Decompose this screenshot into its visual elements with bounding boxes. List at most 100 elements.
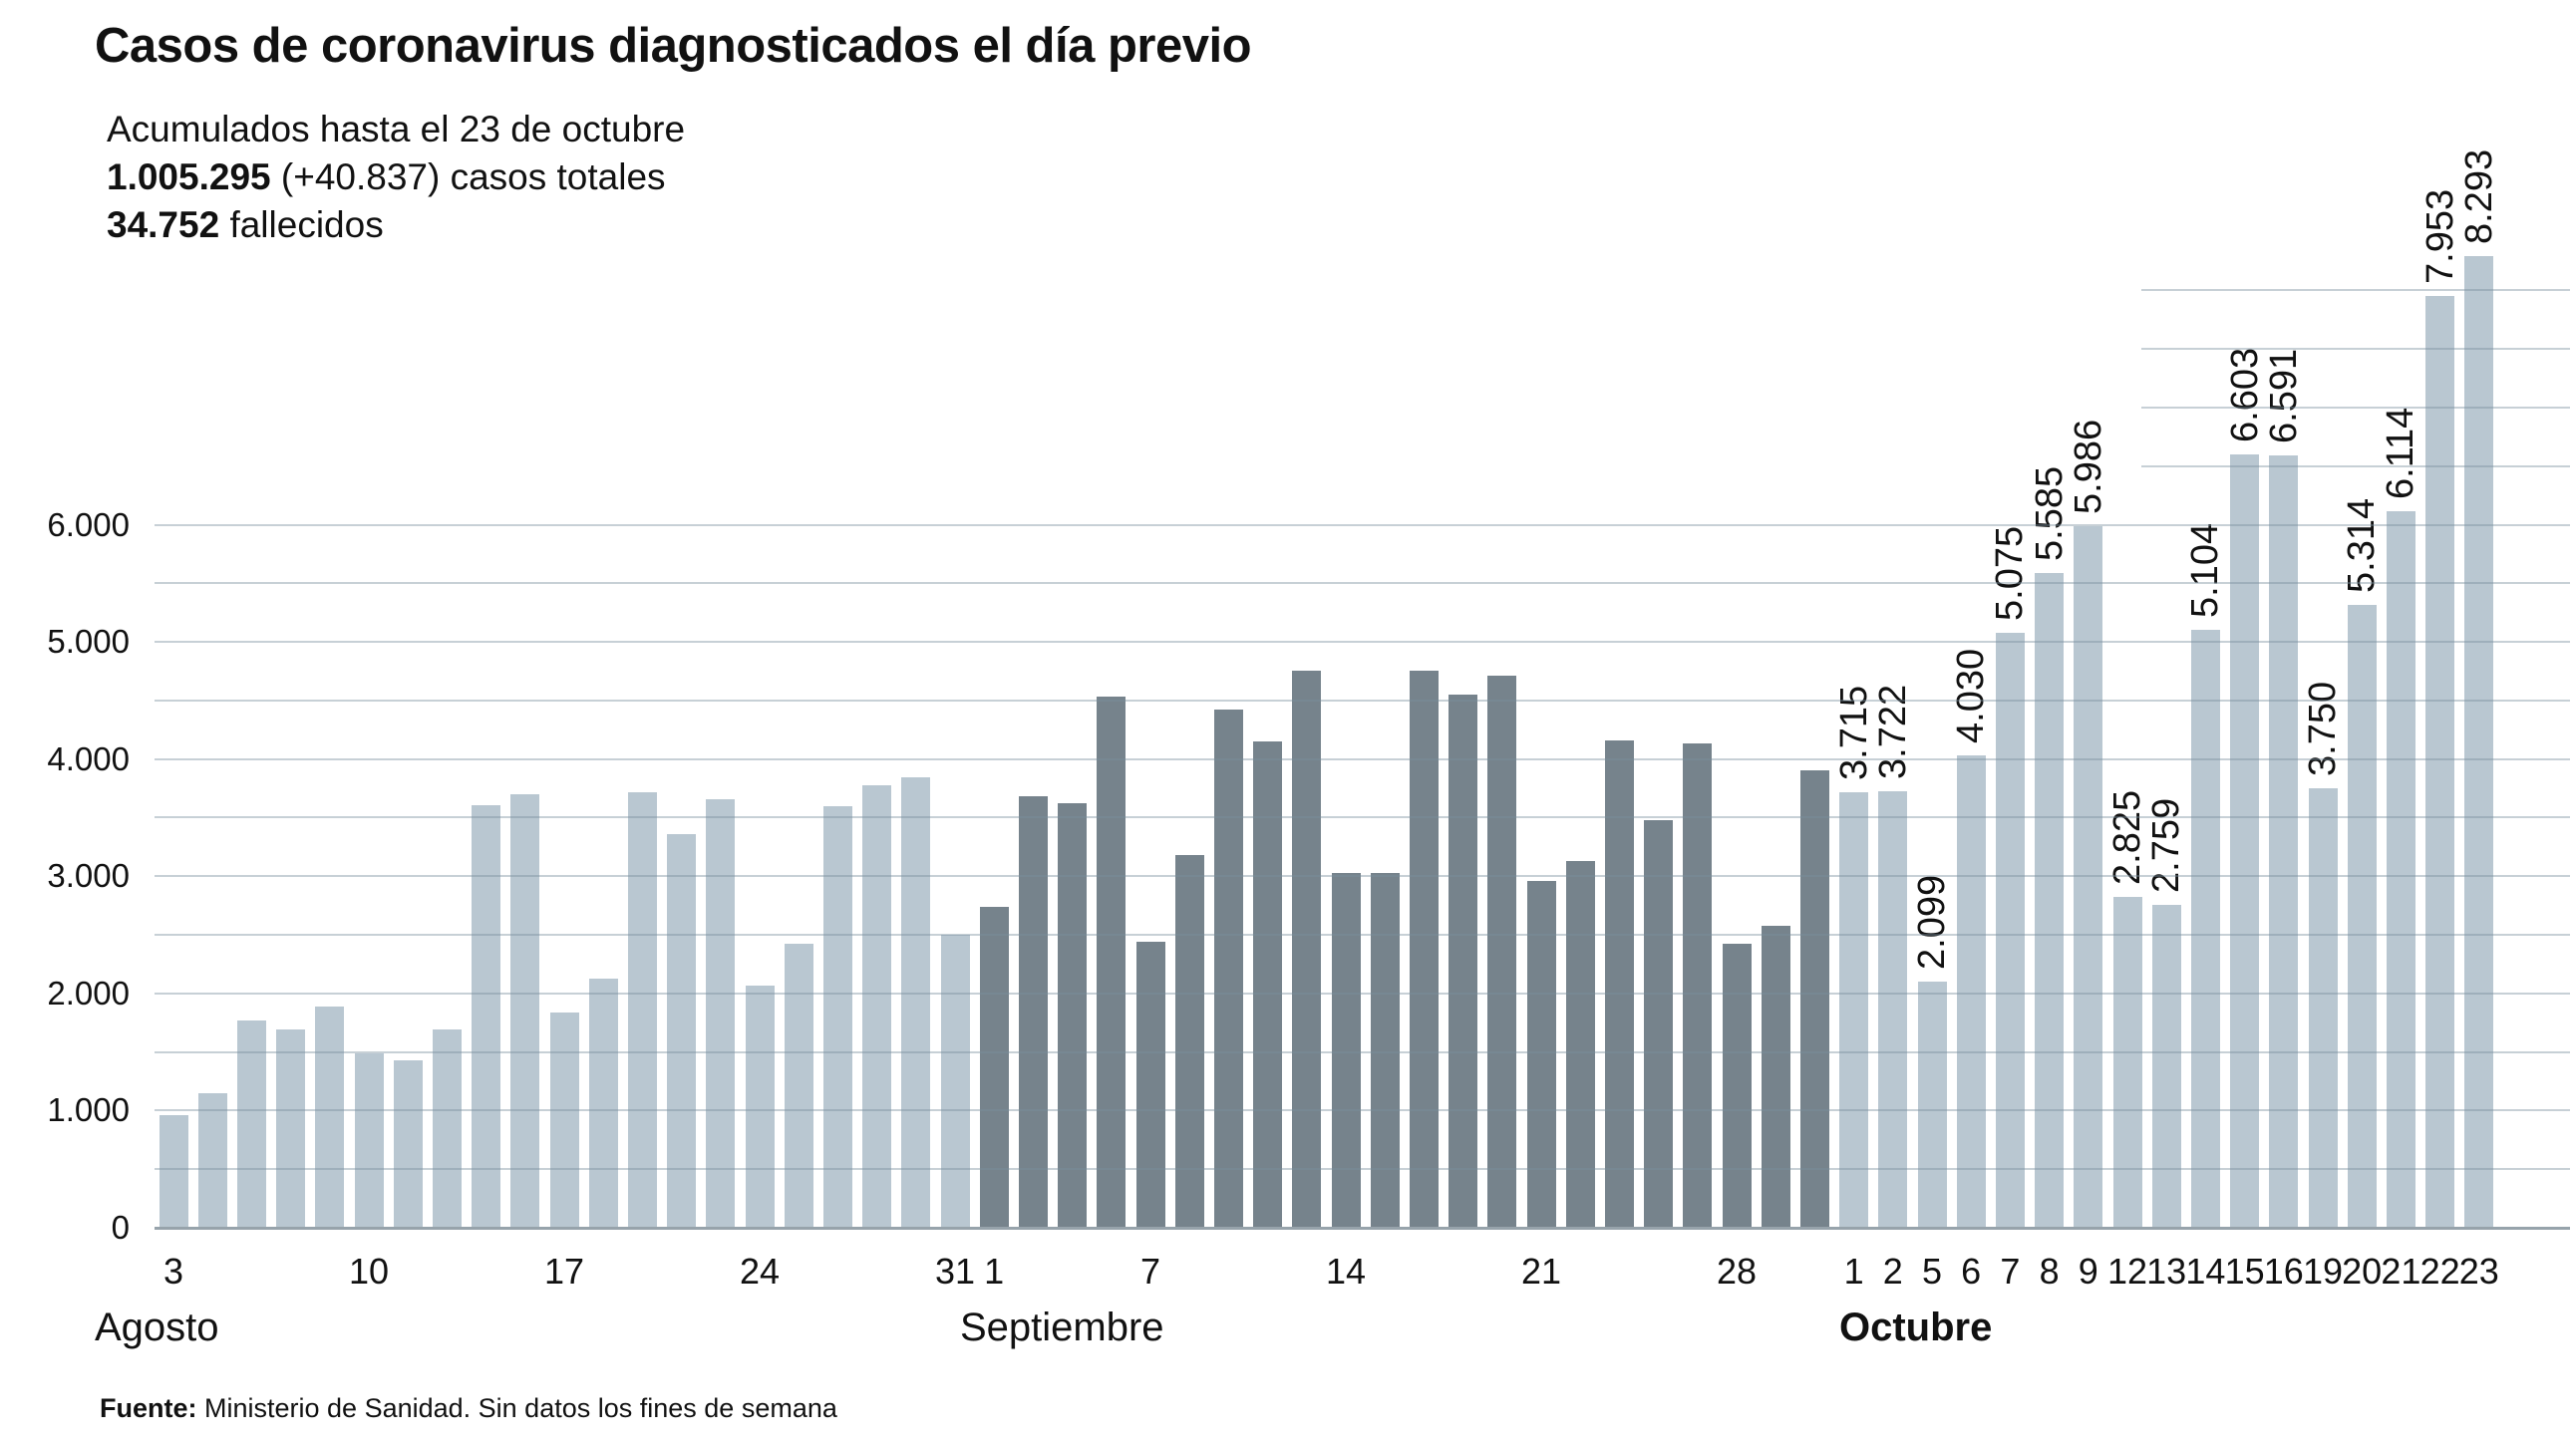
bar-agosto-28 <box>901 777 931 1228</box>
partial-gridline-7000 <box>2141 406 2570 409</box>
bar-octubre-12 <box>2112 896 2142 1228</box>
bar-agosto-26 <box>822 805 852 1228</box>
bar-agosto-21 <box>706 798 736 1228</box>
x-tick-octubre-1: 1 <box>1843 1251 1864 1292</box>
subtitle-accumulated: Acumulados hasta el 23 de octubre <box>107 109 686 149</box>
x-tick-octubre-15: 15 <box>2224 1251 2265 1292</box>
y-axis-label-3000: 3.000 <box>47 857 130 895</box>
bar-value-label-15-octubre: 6.603 <box>2223 347 2266 442</box>
bar-septiembre-16 <box>1409 670 1439 1228</box>
chart-title: Casos de coronavirus diagnosticados el d… <box>95 19 1252 73</box>
bar-septiembre-14 <box>1331 873 1361 1228</box>
x-tick-septiembre-7: 7 <box>1139 1251 1161 1292</box>
total-cases-text: (+40.837) casos totales <box>270 156 666 197</box>
bar-octubre-20 <box>2347 605 2377 1228</box>
x-tick-octubre-20: 20 <box>2342 1251 2383 1292</box>
bar-septiembre-11 <box>1292 671 1322 1228</box>
x-tick-octubre-7: 7 <box>2000 1251 2021 1292</box>
bar-octubre-5 <box>1917 982 1947 1228</box>
bar-septiembre-1 <box>979 906 1009 1228</box>
bar-septiembre-18 <box>1487 675 1517 1228</box>
gridline-500 <box>155 1168 2570 1171</box>
bar-octubre-15 <box>2230 453 2260 1228</box>
partial-gridline-6500 <box>2141 464 2570 467</box>
bar-agosto-13 <box>472 804 501 1228</box>
month-label-septiembre: Septiembre <box>960 1305 1164 1349</box>
bar-agosto-10 <box>354 1052 384 1228</box>
source-label: Fuente: <box>100 1393 197 1423</box>
bar-value-label-21-octubre: 6.114 <box>2380 407 2422 500</box>
x-tick-octubre-16: 16 <box>2263 1251 2304 1292</box>
gridline-3500 <box>155 816 2570 819</box>
x-tick-octubre-12: 12 <box>2106 1251 2148 1292</box>
x-axis-baseline <box>155 1227 2570 1230</box>
y-axis-label-2000: 2.000 <box>47 974 130 1012</box>
gridline-5000 <box>155 641 2570 644</box>
bar-septiembre-4 <box>1097 697 1127 1228</box>
bar-value-label-23-octubre: 8.293 <box>2457 148 2500 244</box>
bar-agosto-20 <box>667 833 697 1228</box>
bar-octubre-13 <box>2151 904 2181 1228</box>
x-tick-octubre-23: 23 <box>2458 1251 2499 1292</box>
bar-value-label-7-octubre: 5.075 <box>1989 526 2032 622</box>
x-tick-octubre-5: 5 <box>1921 1251 1943 1292</box>
gridline-1500 <box>155 1050 2570 1053</box>
bar-septiembre-25 <box>1683 743 1713 1228</box>
x-tick-agosto-17: 17 <box>543 1251 585 1292</box>
bar-agosto-31 <box>940 935 970 1228</box>
bar-septiembre-21 <box>1526 880 1556 1228</box>
bar-agosto-6 <box>276 1029 306 1228</box>
bar-septiembre-9 <box>1213 710 1243 1228</box>
gridline-6000 <box>155 523 2570 526</box>
partial-gridline-7500 <box>2141 348 2570 351</box>
bar-octubre-7 <box>1995 633 2025 1228</box>
x-tick-agosto-10: 10 <box>348 1251 390 1292</box>
bar-septiembre-17 <box>1449 695 1478 1228</box>
y-axis-label-1000: 1.000 <box>47 1091 130 1129</box>
gridline-2000 <box>155 992 2570 995</box>
gridline-4500 <box>155 699 2570 702</box>
bar-septiembre-15 <box>1370 873 1400 1228</box>
bar-septiembre-2 <box>1018 796 1048 1228</box>
month-label-octubre: Octubre <box>1839 1305 1993 1349</box>
bar-agosto-3 <box>159 1115 188 1228</box>
bar-value-label-13-octubre: 2.759 <box>2145 797 2188 893</box>
bar-agosto-24 <box>745 985 775 1228</box>
x-tick-octubre-22: 22 <box>2419 1251 2460 1292</box>
bar-octubre-19 <box>2308 788 2338 1228</box>
y-axis-label-0: 0 <box>111 1209 130 1246</box>
bar-value-label-9-octubre: 5.986 <box>2067 420 2109 515</box>
x-tick-agosto-24: 24 <box>739 1251 781 1292</box>
bar-septiembre-7 <box>1135 941 1165 1228</box>
x-tick-agosto-3: 3 <box>162 1251 184 1292</box>
bar-agosto-5 <box>236 1019 266 1228</box>
partial-gridline-8000 <box>2141 289 2570 292</box>
gridline-3000 <box>155 875 2570 878</box>
x-tick-septiembre-14: 14 <box>1325 1251 1367 1292</box>
bar-septiembre-10 <box>1253 741 1283 1228</box>
x-tick-octubre-19: 19 <box>2302 1251 2344 1292</box>
y-axis-label-4000: 4.000 <box>47 739 130 777</box>
bar-value-label-5-octubre: 2.099 <box>1911 875 1953 971</box>
x-tick-agosto-31: 31 <box>934 1251 976 1292</box>
bar-octubre-8 <box>2035 573 2065 1228</box>
bar-septiembre-29 <box>1761 925 1790 1228</box>
bar-septiembre-30 <box>1799 769 1829 1228</box>
x-tick-septiembre-1: 1 <box>984 1251 1005 1292</box>
bar-agosto-17 <box>549 1013 579 1228</box>
bar-value-label-19-octubre: 3.750 <box>2302 681 2344 777</box>
source-note: Fuente: Ministerio de Sanidad. Sin datos… <box>100 1393 837 1424</box>
source-text: Ministerio de Sanidad. Sin datos los fin… <box>196 1393 837 1423</box>
bar-septiembre-23 <box>1604 740 1634 1228</box>
bar-septiembre-24 <box>1644 819 1674 1228</box>
bar-septiembre-28 <box>1722 944 1752 1228</box>
month-label-agosto: Agosto <box>95 1305 219 1349</box>
bar-agosto-19 <box>627 791 657 1228</box>
x-tick-octubre-2: 2 <box>1882 1251 1903 1292</box>
gridline-5500 <box>155 582 2570 585</box>
bar-octubre-1 <box>1839 792 1869 1228</box>
bar-agosto-12 <box>432 1029 462 1228</box>
bar-agosto-11 <box>393 1060 423 1228</box>
